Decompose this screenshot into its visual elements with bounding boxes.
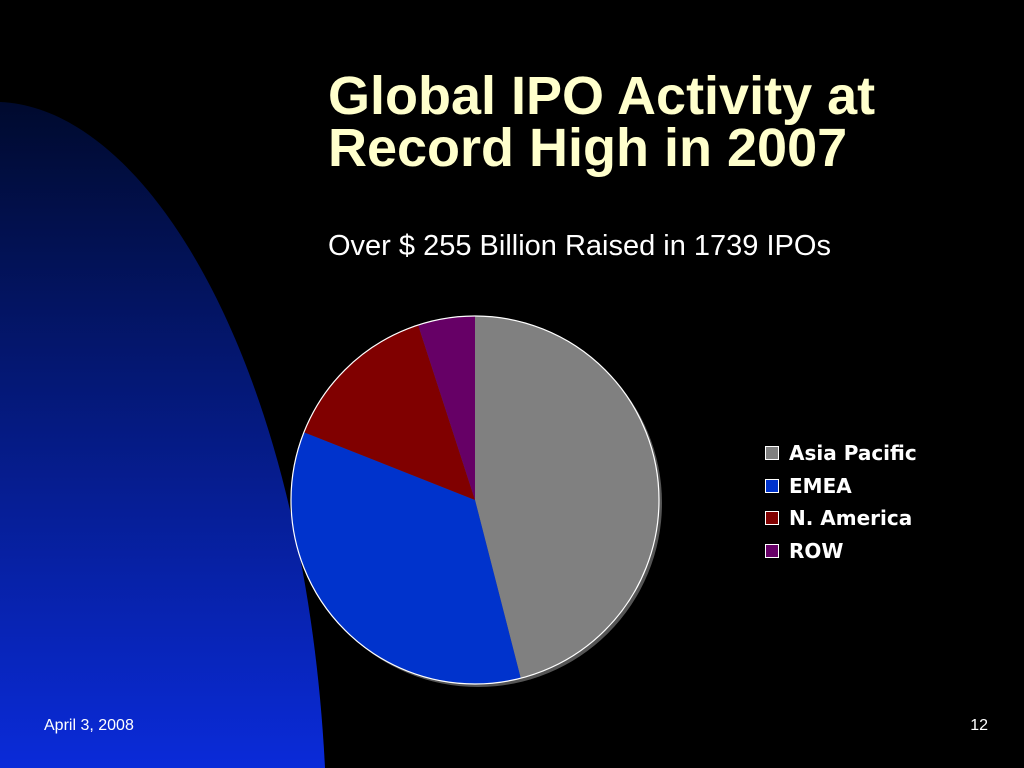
pie-slice-row: [418, 316, 475, 500]
legend-swatch: [765, 478, 779, 493]
pie-outline: [290, 315, 660, 685]
legend-swatch: [765, 511, 779, 526]
legend-item: ROW: [765, 535, 917, 568]
legend-label: ROW: [789, 538, 844, 563]
pie-chart: [290, 315, 662, 687]
pie-slice-emea: [291, 432, 521, 684]
legend-label: EMEA: [789, 473, 852, 498]
legend-item: Asia Pacific: [765, 437, 917, 470]
slide-title-line-1: Global IPO Activity at: [328, 66, 876, 126]
page-number: 12: [970, 717, 988, 734]
pie-slice-asia-pacific: [475, 316, 659, 679]
legend-label: N. America: [789, 506, 913, 531]
legend-item: EMEA: [765, 470, 917, 503]
legend-swatch: [765, 543, 779, 558]
chart-legend: Asia Pacific EMEA N. America ROW: [765, 437, 917, 567]
slide-subtitle: Over $ 255 Billion Raised in 1739 IPOs: [328, 230, 831, 262]
background-decoration: [0, 102, 325, 768]
slide-title: Global IPO Activity at Record High in 20…: [328, 69, 1008, 175]
footer-date: April 3, 2008: [44, 717, 134, 734]
legend-item: N. America: [765, 502, 917, 535]
legend-swatch: [765, 446, 779, 461]
legend-label: Asia Pacific: [789, 441, 917, 466]
slide-title-line-2: Record High in 2007: [328, 118, 848, 178]
